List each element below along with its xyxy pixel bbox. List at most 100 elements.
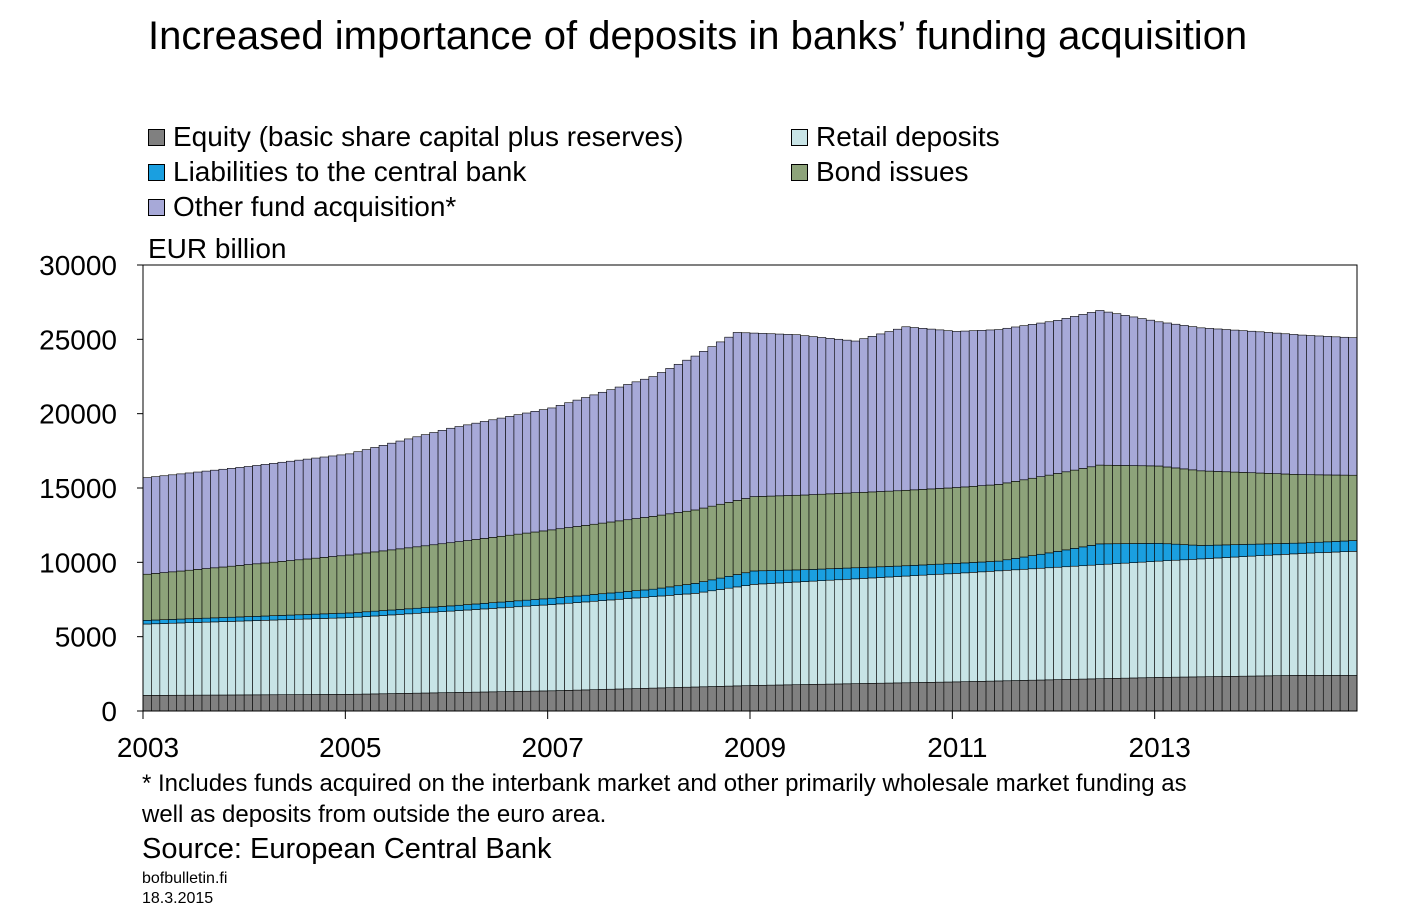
bar-segment-s0-m133	[1263, 675, 1273, 712]
bar-segment-s0-m43	[505, 691, 515, 712]
bar-segment-s4-m103	[1011, 326, 1021, 482]
bar-segment-s4-m72	[749, 332, 759, 497]
bar-segment-s0-m92	[918, 682, 928, 712]
bar-segment-s0-m69	[724, 685, 734, 712]
x-axis: 2003 2005 2007 2009 2011 2013	[117, 711, 1191, 763]
bar-segment-s3-m67	[707, 505, 717, 581]
bar-segment-s2-m118	[1137, 543, 1147, 563]
bar-segment-s3-m135	[1280, 473, 1290, 544]
bar-segment-s4-m36	[446, 427, 456, 544]
y-tick-label-5: 25000	[39, 324, 117, 355]
bar-segment-s0-m79	[808, 684, 818, 712]
bar-segment-s2-m117	[1129, 543, 1139, 563]
bar-segment-s3-m97	[960, 486, 970, 564]
bar-segment-s4-m135	[1280, 333, 1290, 475]
bar-segment-s3-m83	[842, 492, 852, 569]
bar-segment-s1-m33	[420, 612, 430, 694]
bar-segment-s1-m120	[1154, 560, 1164, 678]
bar-segment-s4-m126	[1204, 328, 1214, 472]
bar-segment-s0-m30	[395, 693, 405, 712]
bar-segment-s4-m91	[909, 327, 919, 491]
bar-segment-s2-m55	[606, 592, 616, 601]
bar-segment-s3-m141	[1331, 474, 1341, 542]
bar-segment-s2-m35	[437, 606, 447, 612]
bar-segment-s1-m66	[699, 591, 709, 688]
bar-segment-s0-m18	[294, 694, 304, 712]
bar-segment-s2-m51	[572, 595, 582, 603]
bar-segment-s3-m48	[547, 529, 557, 599]
bar-segment-s2-m0	[142, 620, 152, 625]
bar-segment-s3-m9	[218, 566, 228, 618]
bar-segment-s1-m59	[640, 596, 650, 689]
bar-segment-s2-m121	[1162, 543, 1172, 561]
bar-segment-s1-m55	[606, 599, 616, 690]
bar-segment-s0-m117	[1129, 677, 1139, 712]
bar-segment-s4-m18	[294, 459, 304, 561]
bar-segment-s3-m49	[555, 528, 565, 598]
bar-segment-s4-m19	[302, 458, 312, 560]
bar-segment-s4-m35	[437, 430, 447, 545]
bar-segment-s4-m105	[1027, 324, 1037, 479]
bar-segment-s3-m37	[454, 541, 464, 606]
bar-segment-s3-m45	[522, 532, 532, 601]
bar-segment-s2-m131	[1247, 543, 1257, 557]
legend-item-retail: Retail deposits	[791, 120, 1000, 154]
bar-segment-s1-m43	[505, 606, 515, 692]
bar-segment-s1-m90	[901, 575, 911, 684]
bar-segment-s1-m17	[286, 619, 296, 695]
bar-segment-s1-m65	[690, 593, 700, 688]
bar-segment-s0-m105	[1027, 679, 1037, 712]
bar-segment-s3-m96	[952, 487, 962, 564]
bar-segment-s3-m32	[412, 546, 422, 609]
bar-segment-s4-m143	[1348, 337, 1358, 476]
bar-segment-s3-m70	[732, 500, 742, 575]
bar-segment-s2-m4	[176, 618, 186, 624]
bar-segment-s0-m77	[791, 684, 801, 712]
bar-segment-s3-m19	[302, 558, 312, 615]
bar-segment-s3-m117	[1129, 465, 1139, 544]
bar-segment-s4-m33	[420, 434, 430, 547]
legend-swatch-retail	[791, 128, 808, 146]
bar-segment-s1-m8	[210, 621, 220, 696]
bar-segment-s2-m84	[850, 567, 860, 580]
bar-segment-s2-m72	[749, 570, 759, 585]
bar-segment-s4-m69	[724, 336, 734, 503]
bar-segment-s4-m93	[926, 328, 936, 490]
bar-segment-s4-m120	[1154, 321, 1164, 467]
bar-segment-s4-m2	[159, 475, 169, 573]
bar-segment-s0-m49	[555, 690, 565, 712]
bar-segment-s2-m142	[1339, 540, 1349, 552]
bar-segment-s4-m58	[631, 381, 641, 519]
bar-segment-s2-m100	[985, 561, 995, 572]
bar-segment-s3-m33	[420, 545, 430, 608]
bar-segment-s1-m140	[1322, 552, 1333, 676]
bar-segment-s3-m69	[724, 502, 734, 577]
bar-segment-s4-m49	[555, 405, 565, 530]
bar-segment-s2-m140	[1322, 541, 1333, 553]
bar-segment-s2-m11	[235, 616, 245, 622]
bar-segment-s2-m56	[614, 591, 624, 600]
bar-segment-s4-m75	[774, 333, 785, 497]
bar-segment-s0-m27	[370, 693, 380, 712]
bar-segment-s2-m129	[1230, 544, 1240, 558]
bar-segment-s4-m124	[1188, 326, 1198, 471]
bar-segment-s1-m42	[496, 607, 506, 692]
bar-segment-s2-m97	[960, 562, 970, 574]
bar-segment-s3-m35	[437, 543, 447, 607]
bar-segment-s4-m116	[1120, 315, 1130, 466]
bar-segment-s0-m62	[665, 687, 675, 712]
bar-segment-s3-m63	[673, 512, 683, 587]
bar-segment-s3-m30	[395, 548, 405, 610]
y-axis: 0 5000 10000 15000 20000 25000 30000	[39, 250, 143, 727]
bar-segment-s1-m14	[260, 619, 270, 696]
bar-segment-s1-m105	[1027, 568, 1037, 681]
bar-segment-s4-m70	[732, 332, 742, 501]
bar-segment-s0-m4	[176, 694, 186, 712]
bar-segment-s1-m68	[715, 589, 726, 687]
bar-segment-s1-m133	[1263, 554, 1273, 677]
bar-segment-s1-m53	[589, 600, 599, 690]
bar-segment-s2-m3	[167, 619, 178, 624]
bar-segment-s1-m108	[1053, 566, 1063, 680]
bar-segment-s2-m26	[361, 611, 371, 617]
bar-segment-s4-m139	[1314, 335, 1324, 476]
